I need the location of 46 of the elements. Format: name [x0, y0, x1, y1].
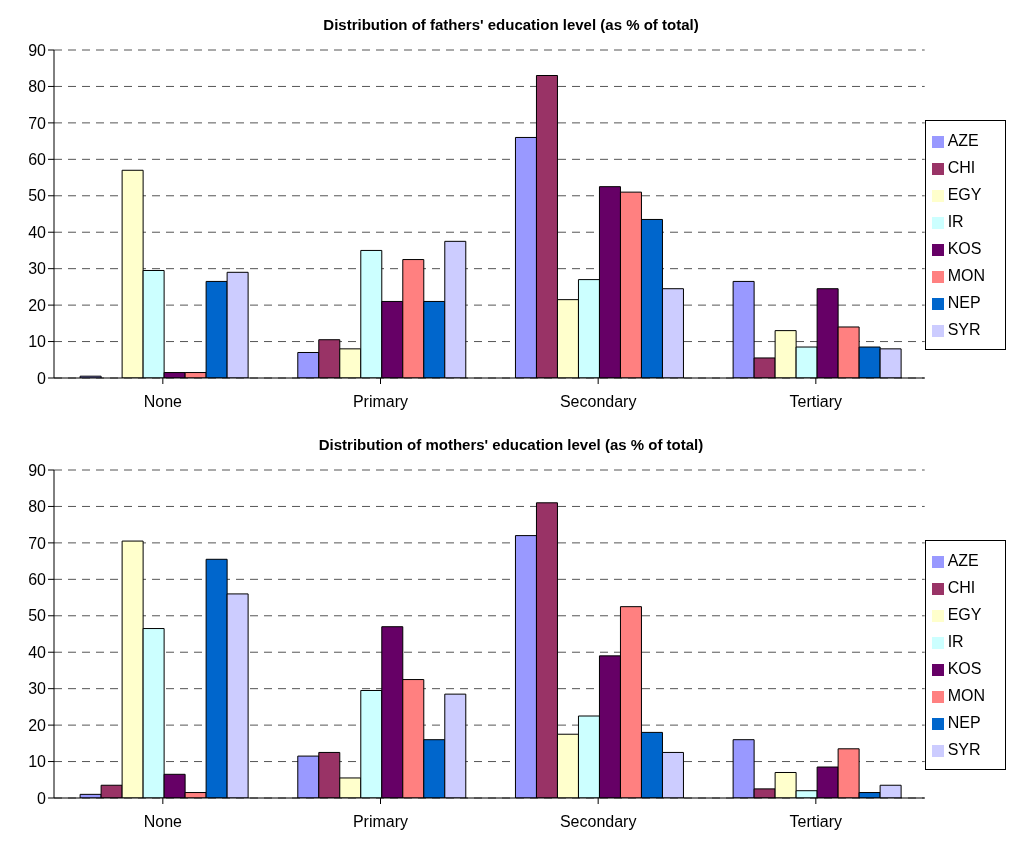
x-tick-label: Primary: [352, 813, 409, 831]
y-tick-label: 10: [28, 753, 47, 771]
chart-title: Distribution of fathers' education level (as % of total): [322, 15, 700, 35]
x-tick-label: Secondary: [559, 813, 637, 831]
legend-label: AZE: [947, 552, 979, 569]
y-tick-label: 40: [28, 643, 47, 661]
legend-label: NEP: [947, 714, 981, 731]
x-tick-label: Secondary: [559, 393, 637, 411]
y-tick-label: 30: [28, 680, 47, 698]
legend-label: AZE: [947, 132, 979, 149]
x-tick-label: Primary: [352, 393, 409, 411]
y-tick-label: 60: [28, 151, 47, 169]
y-tick-label: 30: [28, 260, 47, 278]
y-tick-label: 0: [37, 789, 47, 807]
legend-label: CHI: [947, 159, 976, 176]
y-tick-label: 80: [28, 498, 47, 516]
y-tick-label: 80: [28, 78, 47, 96]
legend-label: SYR: [947, 741, 981, 758]
chart-title: Distribution of mothers' education level (as % of total): [317, 435, 705, 455]
legend-label: SYR: [947, 321, 981, 338]
x-tick-label: Tertiary: [789, 393, 843, 411]
y-tick-label: 70: [28, 534, 47, 552]
y-tick-label: 0: [37, 369, 47, 387]
legend-label: IR: [947, 213, 964, 230]
x-tick-label: Tertiary: [789, 813, 843, 831]
legend-label: IR: [947, 633, 964, 650]
legend-label: MON: [947, 687, 985, 704]
legend-label: EGY: [947, 606, 982, 623]
x-tick-label: None: [143, 393, 183, 411]
legend-label: KOS: [947, 660, 982, 677]
legend-label: KOS: [947, 240, 982, 257]
y-tick-label: 60: [28, 571, 47, 589]
legend-label: NEP: [947, 294, 981, 311]
y-tick-label: 50: [28, 607, 47, 625]
y-tick-label: 10: [28, 333, 47, 351]
x-tick-label: None: [143, 813, 183, 831]
y-tick-label: 90: [28, 461, 47, 479]
legend-label: CHI: [947, 579, 976, 596]
legend-label: MON: [947, 267, 985, 284]
y-tick-label: 40: [28, 223, 47, 241]
y-tick-label: 20: [28, 716, 47, 734]
y-tick-label: 90: [28, 41, 47, 59]
y-tick-label: 20: [28, 296, 47, 314]
y-tick-label: 70: [28, 114, 47, 132]
y-tick-label: 50: [28, 187, 47, 205]
legend-label: EGY: [947, 186, 982, 203]
